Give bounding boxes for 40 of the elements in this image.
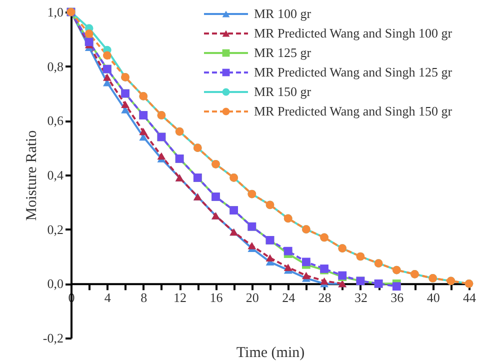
legend-label: MR 100 gr bbox=[254, 6, 312, 21]
x-tick-label: 36 bbox=[390, 290, 404, 306]
point bbox=[103, 51, 112, 60]
x-tick-label: 20 bbox=[246, 290, 259, 306]
x-tick-label: 40 bbox=[426, 290, 440, 306]
legend-label: MR Predicted Wang and Singh 100 gr bbox=[254, 26, 453, 40]
x-tick-label: 28 bbox=[318, 290, 332, 306]
legend-label: MR Predicted Wang and Singh 125 gr bbox=[254, 64, 453, 80]
y-tick-label: 0,2 bbox=[47, 222, 64, 237]
legend-label: MR Predicted Wang and Singh 150 gr bbox=[254, 104, 453, 118]
y-tick-label: 1,0 bbox=[47, 4, 64, 20]
x-tick-label: 44 bbox=[463, 290, 476, 306]
y-tick-label: 0,4 bbox=[47, 168, 64, 182]
point bbox=[157, 152, 166, 160]
point bbox=[392, 282, 401, 291]
legend-label: MR 125 gr bbox=[254, 45, 312, 60]
point bbox=[121, 100, 130, 108]
y-tick-label: 0,8 bbox=[47, 58, 64, 74]
point bbox=[248, 242, 256, 250]
x-axis-title: Time (min) bbox=[236, 345, 305, 362]
x-tick-label: 8 bbox=[140, 290, 148, 306]
x-tick-label: 24 bbox=[282, 290, 296, 306]
x-tick-label: 32 bbox=[354, 290, 368, 306]
point bbox=[103, 74, 112, 81]
point bbox=[266, 254, 274, 262]
point bbox=[302, 258, 310, 266]
point bbox=[139, 128, 148, 136]
y-tick-label: 0,0 bbox=[47, 276, 64, 292]
point bbox=[284, 246, 292, 256]
legend-label: MR 150 gr bbox=[254, 84, 312, 99]
y-tick-label: 0,6 bbox=[47, 113, 64, 128]
x-tick-label: 4 bbox=[104, 290, 112, 306]
x-tick-label: 16 bbox=[210, 290, 224, 306]
point bbox=[302, 272, 310, 280]
point bbox=[284, 264, 292, 271]
y-tick-label: -0,2 bbox=[42, 330, 64, 346]
point bbox=[320, 277, 328, 285]
x-tick-label: 12 bbox=[174, 290, 187, 306]
point bbox=[84, 30, 94, 38]
y-axis-title: Moisture Ratio bbox=[24, 130, 40, 221]
